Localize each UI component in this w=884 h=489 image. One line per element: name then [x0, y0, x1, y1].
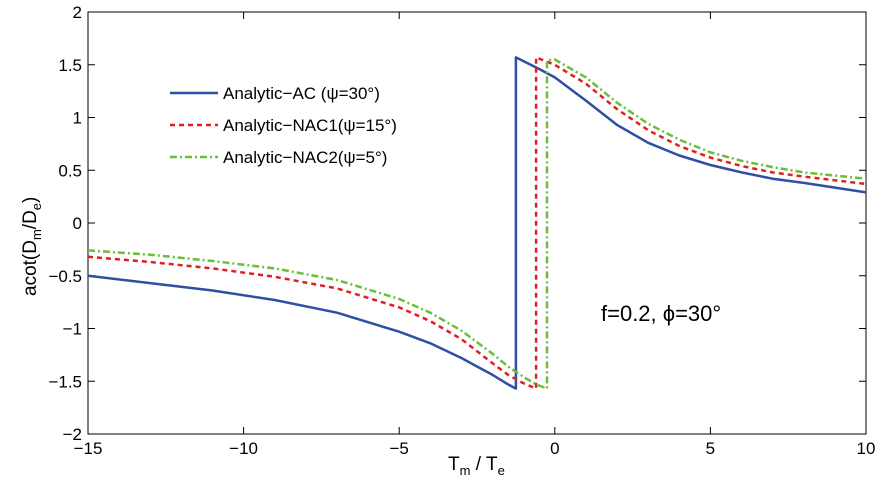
plot-background — [87, 11, 867, 435]
series-line-ac — [87, 56, 867, 390]
legend: Analytic−AC (ψ=30°) Analytic−NAC1(ψ=15°)… — [170, 84, 397, 167]
x-label-main: T — [448, 454, 460, 475]
x-tick-label: −10 — [229, 439, 258, 458]
x-label-sub2: e — [498, 463, 505, 478]
y-label-mid: /D — [20, 210, 41, 229]
y-label-sub1: m — [29, 229, 44, 240]
legend-label-ac: Analytic−AC (ψ=30°) — [223, 84, 380, 103]
y-tick-label: −0.5 — [48, 267, 82, 286]
y-tick-label: −1.5 — [48, 372, 82, 391]
x-label-mid: / T — [470, 454, 497, 475]
y-axis-label: acot(Dm/De) — [20, 197, 44, 296]
y-label-end: ) — [20, 197, 41, 203]
y-tick-label: 1.5 — [58, 56, 82, 75]
y-tick-label: 0 — [73, 214, 82, 233]
series-line-nac1 — [87, 56, 867, 390]
series-lines — [87, 56, 867, 390]
annotation: f=0.2, ϕ=30° — [601, 301, 721, 326]
series-line-nac2 — [87, 58, 867, 390]
axis-ticks: −15 −10 −5 0 5 10 −2 −1.5 −1 −0.5 0 0.5 1 1.5 2 — [48, 3, 875, 458]
legend-label-nac1: Analytic−NAC1(ψ=15°) — [223, 116, 397, 135]
y-tick-label: −1 — [63, 320, 82, 339]
x-tick-label: 5 — [706, 439, 715, 458]
y-tick-label: 0.5 — [58, 161, 82, 180]
x-tick-label: 10 — [857, 439, 876, 458]
x-label-sub1: m — [460, 463, 471, 478]
y-tick-label: 1 — [73, 109, 82, 128]
y-tick-label: −2 — [63, 425, 82, 444]
x-tick-label: −5 — [390, 439, 409, 458]
y-label-main: acot(D — [20, 240, 41, 296]
legend-label-nac2: Analytic−NAC2(ψ=5°) — [223, 148, 387, 167]
x-tick-label: 0 — [550, 439, 559, 458]
x-tick-label: −15 — [74, 439, 103, 458]
y-label-sub2: e — [29, 203, 44, 210]
y-tick-label: 2 — [73, 3, 82, 22]
x-axis-label: Tm / Te — [448, 454, 505, 478]
